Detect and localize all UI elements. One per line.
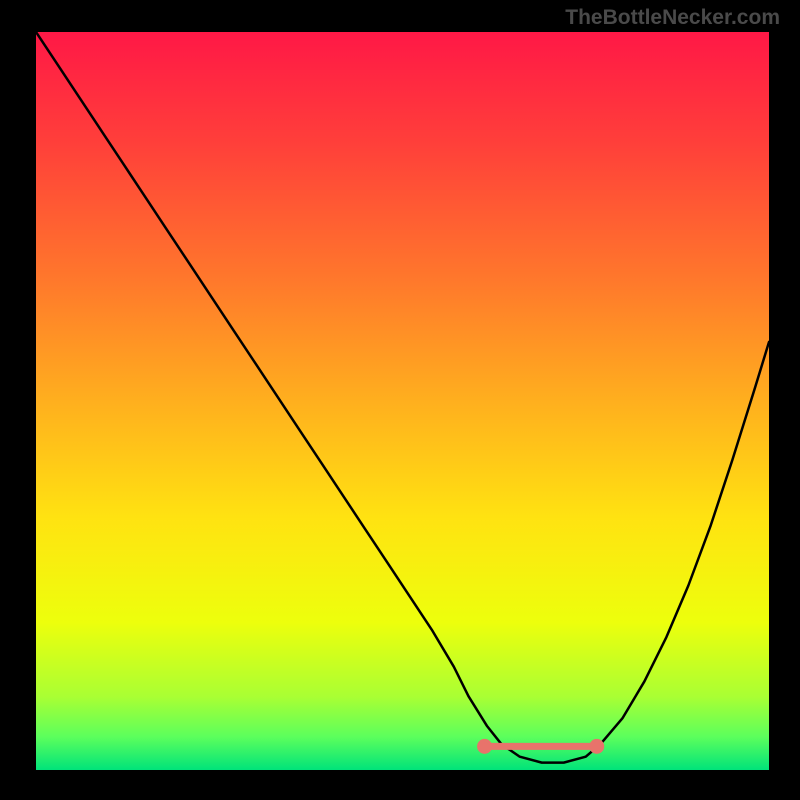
watermark-text: TheBottleNecker.com (565, 6, 780, 30)
bottleneck-curve (36, 32, 769, 763)
optimal-range-bar (485, 743, 597, 750)
optimal-range-end (589, 739, 604, 754)
chart-container (36, 32, 769, 770)
chart-overlay (36, 32, 769, 770)
optimal-range-start (477, 739, 492, 754)
